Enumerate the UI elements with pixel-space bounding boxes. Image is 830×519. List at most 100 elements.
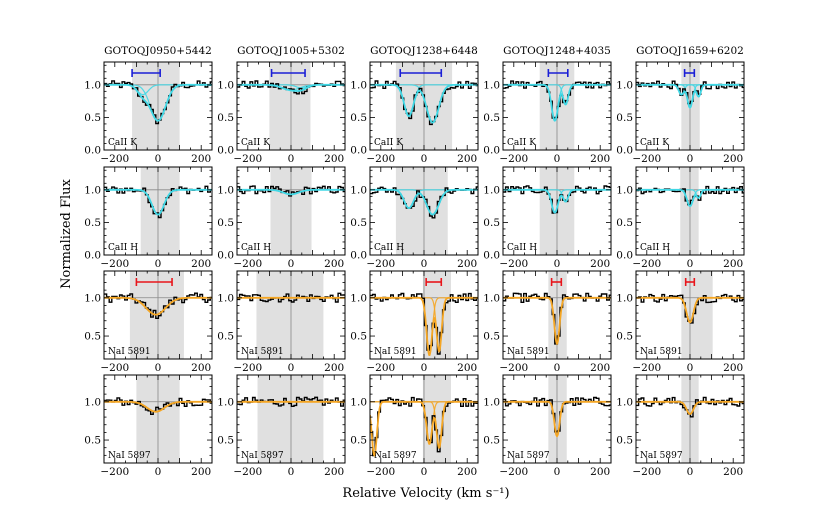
x-tick-label: 200 (191, 258, 211, 270)
y-tick-label: 0.0 (616, 145, 633, 157)
y-tick-label: 1.0 (483, 292, 500, 304)
panel-plot-area (237, 62, 345, 150)
y-tick-label: 0.5 (616, 435, 633, 447)
panel: −200 0 200 0.0 0.5 1.0 CaII K (616, 61, 745, 165)
y-tick-label: 0.0 (350, 250, 367, 262)
x-tick-label: −200 (233, 362, 262, 374)
fit-total-line (503, 83, 611, 122)
x-tick-label: −200 (499, 362, 528, 374)
y-tick-label: 1.0 (483, 396, 500, 408)
column-title: GOTOQJ1659+6202 (636, 45, 744, 57)
x-tick-label: 0 (687, 362, 694, 374)
transition-label: CaII K (640, 138, 669, 148)
x-tick-label: 0 (288, 466, 295, 478)
panel: −200 0 200 0.0 0.5 1.0 CaII H (217, 166, 346, 270)
y-tick-label: 0.5 (350, 217, 367, 229)
shaded-region (680, 167, 699, 255)
y-tick-label: 0.0 (350, 145, 367, 157)
fit-total-line (104, 400, 212, 413)
y-tick-label: 1.0 (217, 184, 234, 196)
x-tick-label: −200 (632, 466, 661, 478)
panel-plot-area (636, 62, 744, 150)
transition-label: CaII H (374, 243, 404, 253)
x-tick-label: −200 (366, 362, 395, 374)
x-tick-label: 0 (155, 153, 162, 165)
spectrum-line (636, 396, 744, 418)
panel: −200 0 200 0.5 1.0 NaI 5891 (217, 270, 346, 374)
panel-plot-area (503, 375, 611, 463)
y-tick-label: 1.0 (84, 292, 101, 304)
panel-plot-area (104, 375, 212, 463)
x-tick-label: 0 (421, 258, 428, 270)
x-axis-title: Relative Velocity (km s⁻¹) (342, 486, 509, 501)
x-tick-label: −200 (499, 153, 528, 165)
y-tick-label: 0.5 (483, 435, 500, 447)
panel-plot-area (370, 271, 478, 359)
x-tick-label: 200 (457, 466, 477, 478)
y-tick-label: 0.5 (217, 112, 234, 124)
y-axis-title: Normalized Flux (59, 178, 74, 288)
panel-plot-area (237, 167, 345, 255)
shaded-region (257, 375, 324, 463)
panel-plot-area (370, 167, 478, 255)
y-tick-label: 1.0 (616, 184, 633, 196)
fit-total-line (636, 400, 744, 415)
y-tick-label: 1.0 (350, 396, 367, 408)
panel-plot-area (503, 167, 611, 255)
panel: −200 0 200 0.5 1.0 NaI 5891 (483, 270, 612, 374)
fit-total-line (503, 296, 611, 346)
transition-label: NaI 5891 (241, 347, 284, 357)
x-tick-label: 200 (191, 362, 211, 374)
panel-plot-area (237, 375, 345, 463)
transition-label: CaII K (374, 138, 403, 148)
fit-total-line (636, 83, 744, 109)
x-tick-label: 200 (723, 362, 743, 374)
x-tick-label: 200 (590, 153, 610, 165)
fit-total-line (237, 188, 345, 196)
fit-total-line (370, 188, 478, 216)
y-tick-label: 1.0 (217, 292, 234, 304)
x-tick-label: −200 (632, 362, 661, 374)
fit-total-line (370, 83, 478, 124)
x-tick-label: 200 (457, 258, 477, 270)
x-tick-label: 200 (723, 153, 743, 165)
x-tick-label: 200 (191, 153, 211, 165)
y-tick-label: 1.0 (616, 396, 633, 408)
x-tick-label: 0 (421, 362, 428, 374)
panel: −200 0 200 0.5 1.0 NaI 5891 (350, 270, 479, 374)
x-tick-label: 0 (554, 153, 561, 165)
transition-label: CaII H (241, 243, 271, 253)
panel: −200 0 200 0.0 0.5 1.0 CaII K (84, 61, 213, 165)
y-tick-label: 1.0 (84, 396, 101, 408)
x-tick-label: 200 (457, 153, 477, 165)
panel-plot-area (370, 375, 478, 463)
column-title: GOTOQJ1238+6448 (370, 45, 478, 57)
column-title: GOTOQJ1005+5302 (237, 45, 345, 57)
y-tick-label: 1.0 (616, 79, 633, 91)
panel: −200 0 200 0.5 1.0 NaI 5897 (217, 374, 346, 478)
fit-total-line (104, 296, 212, 316)
x-tick-label: −200 (366, 466, 395, 478)
panel: −200 0 200 0.0 0.5 1.0 CaII H (84, 166, 213, 270)
x-tick-label: 200 (324, 466, 344, 478)
x-tick-label: 0 (687, 153, 694, 165)
shaded-region (395, 167, 448, 255)
x-tick-label: −200 (233, 466, 262, 478)
transition-label: NaI 5897 (507, 451, 550, 461)
x-tick-label: −200 (632, 153, 661, 165)
x-tick-label: 0 (288, 153, 295, 165)
y-tick-label: 0.5 (616, 331, 633, 343)
y-tick-label: 0.5 (350, 331, 367, 343)
x-tick-label: 0 (687, 466, 694, 478)
x-tick-label: 0 (421, 153, 428, 165)
y-tick-label: 0.0 (217, 250, 234, 262)
x-tick-label: −200 (100, 362, 129, 374)
transition-label: NaI 5897 (374, 451, 417, 461)
transition-label: NaI 5891 (640, 347, 683, 357)
y-tick-label: 1.0 (217, 396, 234, 408)
fit-total-line (636, 188, 744, 208)
y-tick-label: 0.0 (483, 250, 500, 262)
transition-label: CaII H (108, 243, 138, 253)
transition-label: NaI 5891 (374, 347, 417, 357)
panel-plot-area (237, 271, 345, 359)
